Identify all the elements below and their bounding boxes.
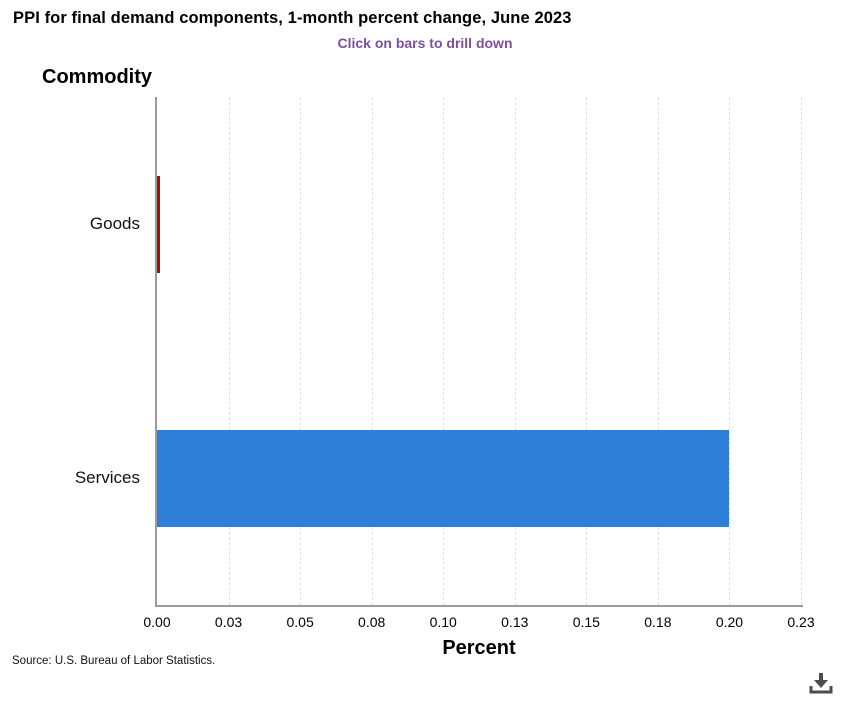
x-tick-label: 0.08 — [358, 614, 386, 630]
gridline — [514, 97, 516, 605]
gridline — [443, 97, 445, 605]
x-tick-labels: 0.00 0.03 0.05 0.08 0.10 0.13 0.15 0.18 0.20 0.23 — [143, 614, 814, 632]
chart-subtitle: Click on bars to drill down — [337, 35, 513, 51]
gridline — [657, 97, 659, 605]
x-tick-label: 0.13 — [501, 614, 529, 630]
x-tick-label: 0.18 — [644, 614, 672, 630]
chart-title: PPI for final demand components, 1-month… — [13, 9, 572, 27]
category-labels: Goods Services — [0, 97, 140, 605]
download-icon-glyph — [809, 673, 833, 694]
category-label-services: Services — [74, 468, 140, 487]
x-axis-line — [155, 605, 803, 607]
y-axis-line — [155, 97, 157, 607]
bar-goods[interactable] — [157, 175, 160, 273]
gridline — [228, 97, 230, 605]
source-note: Source: U.S. Bureau of Labor Statistics. — [12, 655, 216, 667]
gridline — [801, 97, 802, 605]
x-tick-label: 0.05 — [286, 614, 314, 630]
gridline — [371, 97, 373, 605]
gridline — [586, 97, 588, 605]
x-tick-label: 0.10 — [429, 614, 457, 630]
gridline — [729, 97, 731, 605]
x-tick-label: 0.15 — [572, 614, 600, 630]
x-axis-title: Percent — [442, 637, 516, 659]
x-tick-label: 0.00 — [143, 614, 171, 630]
gridline — [300, 97, 302, 605]
bar-services[interactable] — [157, 429, 730, 527]
x-tick-label: 0.23 — [787, 614, 815, 630]
x-tick-label: 0.03 — [214, 614, 243, 630]
download-icon[interactable] — [806, 670, 836, 696]
x-tick-label: 0.20 — [715, 614, 744, 630]
category-label-goods: Goods — [89, 214, 140, 233]
plot-area — [157, 97, 802, 605]
y-axis-title: Commodity — [42, 66, 152, 88]
